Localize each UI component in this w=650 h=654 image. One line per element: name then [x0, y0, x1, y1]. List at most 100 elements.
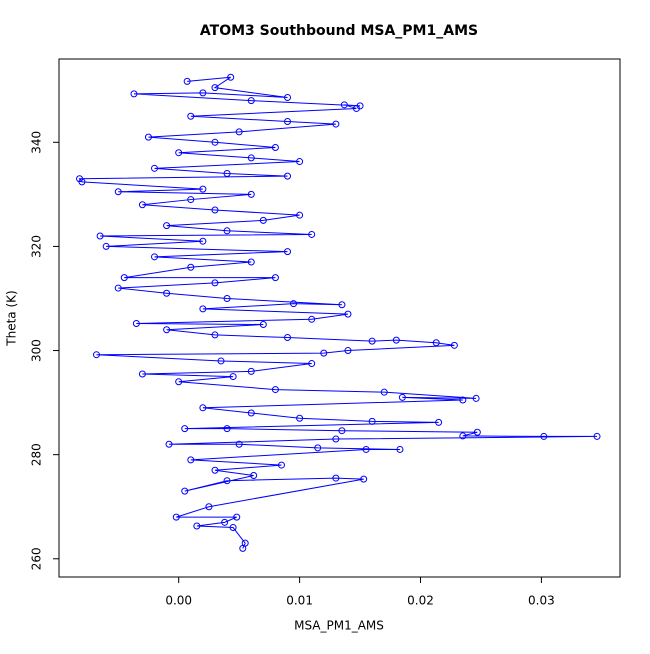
data-point: [165, 440, 173, 448]
data-point: [211, 206, 219, 214]
data-point: [338, 301, 346, 309]
data-point: [199, 237, 207, 245]
data-point: [459, 396, 467, 404]
data-point: [271, 144, 279, 152]
data-point: [223, 477, 231, 485]
data-point: [459, 432, 467, 440]
data-point: [340, 101, 348, 109]
data-point: [181, 425, 189, 433]
chart-title: ATOM3 Southbound MSA_PM1_AMS: [200, 23, 478, 39]
data-point: [211, 331, 219, 339]
data-point: [332, 435, 340, 443]
data-point: [338, 427, 346, 435]
data-point: [308, 315, 316, 323]
data-point: [172, 513, 180, 521]
data-point: [259, 216, 267, 224]
data-point: [114, 284, 122, 292]
data-point: [205, 503, 213, 511]
data-point: [211, 466, 219, 474]
data-point: [187, 112, 195, 120]
data-point: [296, 211, 304, 219]
data-point: [151, 253, 159, 261]
data-point: [593, 432, 601, 440]
data-point: [187, 263, 195, 271]
data-point: [398, 393, 406, 401]
data-point: [392, 336, 400, 344]
data-point: [380, 388, 388, 396]
data-point: [120, 274, 128, 282]
data-point: [181, 487, 189, 495]
data-point: [241, 539, 249, 547]
data-point: [223, 227, 231, 235]
data-point: [217, 357, 225, 365]
y-tick-label: 280: [30, 443, 44, 466]
data-point: [271, 386, 279, 394]
data-point: [247, 190, 255, 198]
data-point: [76, 175, 84, 183]
data-point: [138, 201, 146, 209]
data-point: [284, 334, 292, 342]
data-point: [247, 409, 255, 417]
data-point: [250, 471, 258, 479]
data-point: [221, 518, 229, 526]
data-point: [223, 170, 231, 178]
data-point: [247, 367, 255, 375]
data-point: [362, 445, 370, 453]
y-tick-label: 300: [30, 339, 44, 362]
data-point: [344, 310, 352, 318]
data-point: [472, 394, 480, 402]
x-tick-label: 0.03: [528, 594, 555, 608]
data-point: [284, 172, 292, 180]
data-point: [227, 73, 235, 81]
data-point: [296, 414, 304, 422]
data-point: [199, 404, 207, 412]
data-point: [284, 248, 292, 256]
data-point: [130, 90, 138, 98]
data-point: [132, 319, 140, 327]
data-point: [284, 94, 292, 102]
x-axis-label: MSA_PM1_AMS: [294, 619, 384, 633]
data-point: [163, 326, 171, 334]
data-point: [138, 370, 146, 378]
data-point: [235, 440, 243, 448]
x-tick-label: 0.00: [165, 594, 192, 608]
data-point: [277, 461, 285, 469]
data-point: [247, 97, 255, 105]
data-point: [368, 337, 376, 345]
x-tick-label: 0.02: [407, 594, 434, 608]
data-point: [290, 300, 298, 308]
data-point: [193, 522, 201, 530]
data-point: [396, 445, 404, 453]
data-point: [247, 258, 255, 266]
data-point: [114, 188, 122, 196]
data-point: [435, 418, 443, 426]
data-point: [102, 242, 110, 250]
data-point: [284, 117, 292, 125]
data-point: [163, 289, 171, 297]
data-point: [175, 378, 183, 386]
data-point: [308, 360, 316, 368]
data-point: [229, 524, 237, 532]
data-point: [199, 89, 207, 97]
data-point: [175, 149, 183, 157]
data-point: [314, 444, 322, 452]
data-point: [229, 373, 237, 381]
data-point: [235, 128, 243, 136]
data-point: [344, 347, 352, 355]
data-point: [199, 305, 207, 313]
data-point: [163, 222, 171, 230]
data-point: [432, 339, 440, 347]
data-point: [360, 475, 368, 483]
data-point: [92, 351, 100, 359]
data-point: [332, 120, 340, 128]
data-point: [199, 185, 207, 193]
data-point: [223, 425, 231, 433]
plot-frame: [58, 58, 621, 578]
data-point: [368, 417, 376, 425]
data-point: [211, 138, 219, 146]
data-point: [247, 154, 255, 162]
y-axis-label: Theta (K): [5, 290, 19, 346]
data-point: [187, 196, 195, 204]
